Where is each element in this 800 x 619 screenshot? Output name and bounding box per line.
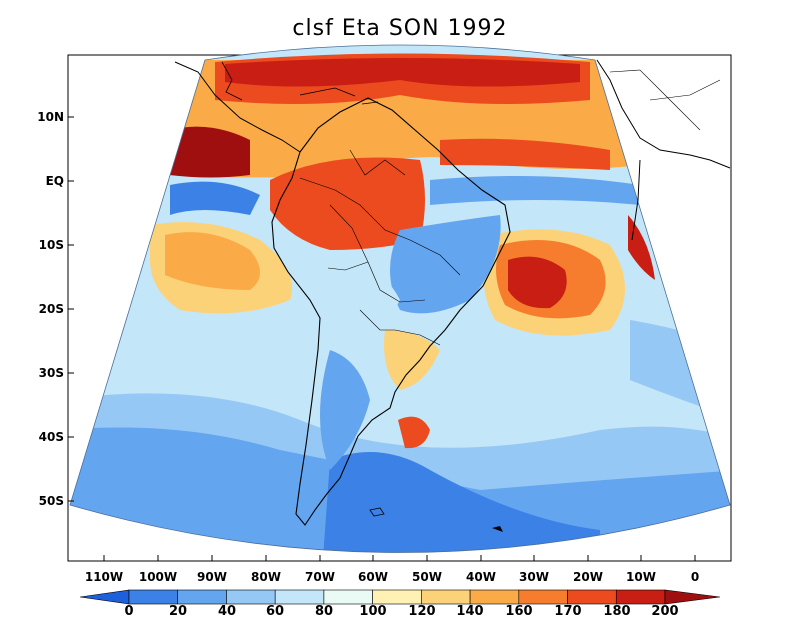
country-borders: [299, 149, 461, 346]
colorbar-box: [567, 589, 617, 605]
lat-label-20s: 20S: [38, 302, 64, 316]
lon-label-80w: 80W: [251, 570, 281, 584]
colorbar-label: 20: [168, 604, 188, 619]
africa-borders: [609, 69, 721, 131]
colorbar: [79, 589, 721, 605]
eq-pacific-blue: [170, 181, 260, 215]
colorbar-box: [421, 589, 471, 605]
colorbar-box: [128, 589, 179, 605]
colorbar-box: [469, 589, 520, 605]
map-title: clsf Eta SON 1992: [292, 16, 508, 41]
lon-label-10w: 10W: [626, 570, 656, 584]
lon-label-100w: 100W: [138, 570, 178, 584]
colorbar-label: 140: [456, 604, 484, 619]
argentina-blue: [320, 350, 370, 470]
domain-outline: [69, 44, 731, 553]
bolivia-lightblue: [326, 260, 400, 350]
africa-coast: [596, 59, 731, 241]
itcz-red: [440, 138, 610, 170]
lon-label-40w: 40W: [466, 570, 496, 584]
colorbar-label: 120: [408, 604, 436, 619]
eq-atlantic-blue: [430, 176, 640, 205]
colorbar-label: 40: [217, 604, 237, 619]
lat-label-50s: 50S: [38, 494, 64, 508]
lon-label-50w: 50W: [412, 570, 442, 584]
colorbar-arrow-high: [664, 589, 721, 605]
lon-label-70w: 70W: [305, 570, 335, 584]
colorbar-label: 180: [603, 604, 631, 619]
colorbar-label: 100: [359, 604, 387, 619]
gulf-guinea-red: [628, 215, 655, 280]
south-america-coast: [271, 97, 511, 526]
lon-label-60w: 60W: [358, 570, 388, 584]
central-america-coast: [174, 61, 301, 153]
colorbar-box: [323, 589, 373, 605]
lon-label-0: 0: [690, 570, 700, 584]
colorbar-label: 160: [505, 604, 533, 619]
north-darkred: [225, 58, 580, 87]
lon-label-20w: 20W: [573, 570, 603, 584]
pacific-darkred: [170, 126, 250, 178]
argentina-spot: [398, 416, 430, 449]
lat-label-10n: 10N: [37, 110, 64, 124]
colorbar-box: [518, 589, 568, 605]
brazil-blue: [390, 215, 501, 314]
lat-label-40s: 40S: [38, 430, 64, 444]
colorbar-label: 60: [265, 604, 285, 619]
epac-orange: [165, 232, 260, 290]
colorbar-label: 80: [314, 604, 334, 619]
yucatan-coast: [221, 61, 243, 101]
colorbar-box: [372, 589, 422, 605]
colorbar-box: [274, 589, 325, 605]
precip-field: [70, 45, 730, 553]
colorbar-box: [226, 589, 276, 605]
colorbar-label: 170: [554, 604, 582, 619]
colorbar-label: 200: [651, 604, 679, 619]
axis-ticks: [68, 116, 696, 561]
amazon-red: [270, 157, 425, 250]
uruguay-yellow: [384, 330, 440, 390]
lat-label-eq: EQ: [45, 174, 64, 188]
lat-label-30s: 30S: [38, 366, 64, 380]
colorbar-box: [615, 589, 666, 605]
lon-label-90w: 90W: [197, 570, 227, 584]
lat-label-10s: 10S: [38, 238, 64, 252]
lon-label-30w: 30W: [519, 570, 549, 584]
colorbar-box: [177, 589, 227, 605]
caribbean-islands: [299, 87, 379, 105]
colorbar-arrow-low: [79, 589, 130, 605]
south-georgia: [492, 526, 503, 532]
south-deep-blue: [320, 452, 600, 553]
lon-label-110w: 110W: [84, 570, 124, 584]
colorbar-label: 0: [124, 604, 134, 619]
satl-red: [508, 256, 567, 309]
falklands: [369, 507, 385, 517]
